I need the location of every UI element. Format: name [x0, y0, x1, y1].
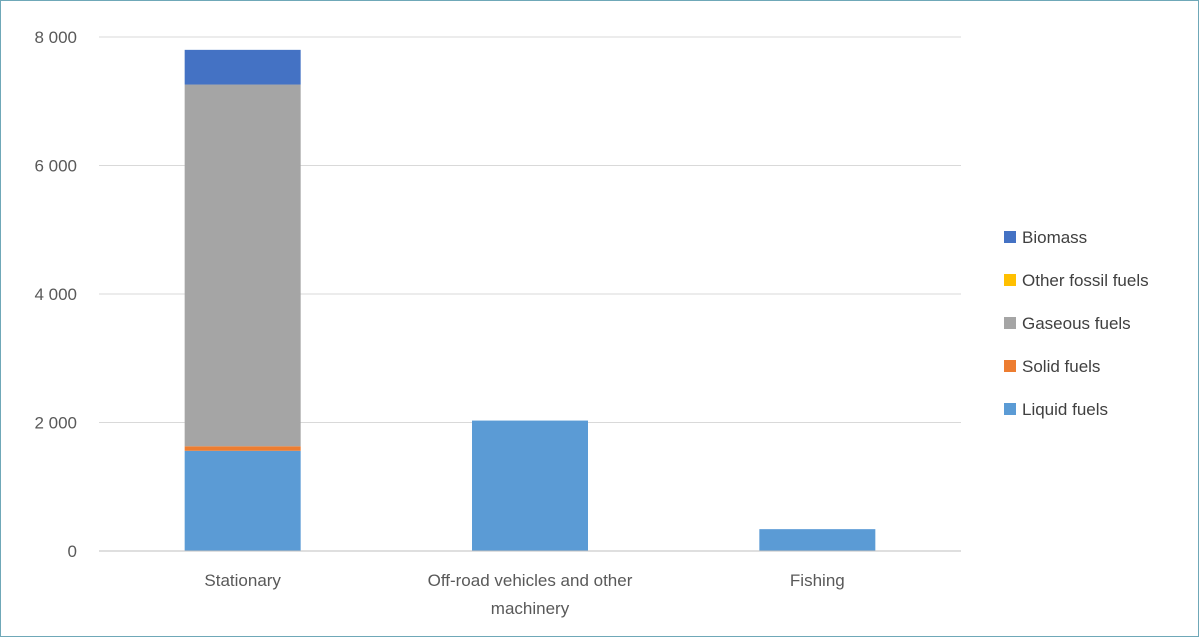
bar-biomass-stationary: [184, 49, 301, 85]
y-tick-label: 0: [68, 542, 77, 561]
y-tick-label: 2 000: [34, 414, 77, 433]
legend-swatch-other-fossil-fuels: [1004, 274, 1016, 286]
x-tick-label: Stationary: [204, 571, 281, 590]
x-tick-label: Fishing: [790, 571, 845, 590]
bars: [184, 49, 876, 551]
bar-liquid-fuels-fishing: [759, 529, 876, 551]
legend-label-biomass: Biomass: [1022, 228, 1087, 247]
x-axis-labels: Stationary Off-road vehicles and other mac…: [204, 571, 844, 618]
legend-swatch-liquid-fuels: [1004, 403, 1016, 415]
bar-solid-fuels-stationary: [184, 446, 301, 451]
legend-label-gaseous-fuels: Gaseous fuels: [1022, 314, 1131, 333]
legend-label-solid-fuels: Solid fuels: [1022, 357, 1100, 376]
x-tick-label: Off-road vehicles and other machinery: [428, 571, 633, 618]
y-tick-label: 4 000: [34, 285, 77, 304]
bar-liquid-fuels-stationary: [184, 450, 301, 551]
legend-swatch-biomass: [1004, 231, 1016, 243]
legend-label-other-fossil-fuels: Other fossil fuels: [1022, 271, 1149, 290]
legend-swatch-gaseous-fuels: [1004, 317, 1016, 329]
bar-gaseous-fuels-stationary: [184, 84, 301, 447]
legend: Biomass Other fossil fuels Gaseous fuels So…: [1004, 228, 1149, 419]
y-tick-label: 8 000: [34, 28, 77, 47]
legend-swatch-solid-fuels: [1004, 360, 1016, 372]
y-axis-ticks: 0 2 000 4 000 6 000 8 000: [34, 28, 77, 561]
y-tick-label: 6 000: [34, 157, 77, 176]
bar-liquid-fuels-off-road-vehicles-and-other-machinery: [472, 420, 588, 551]
legend-label-liquid-fuels: Liquid fuels: [1022, 400, 1108, 419]
